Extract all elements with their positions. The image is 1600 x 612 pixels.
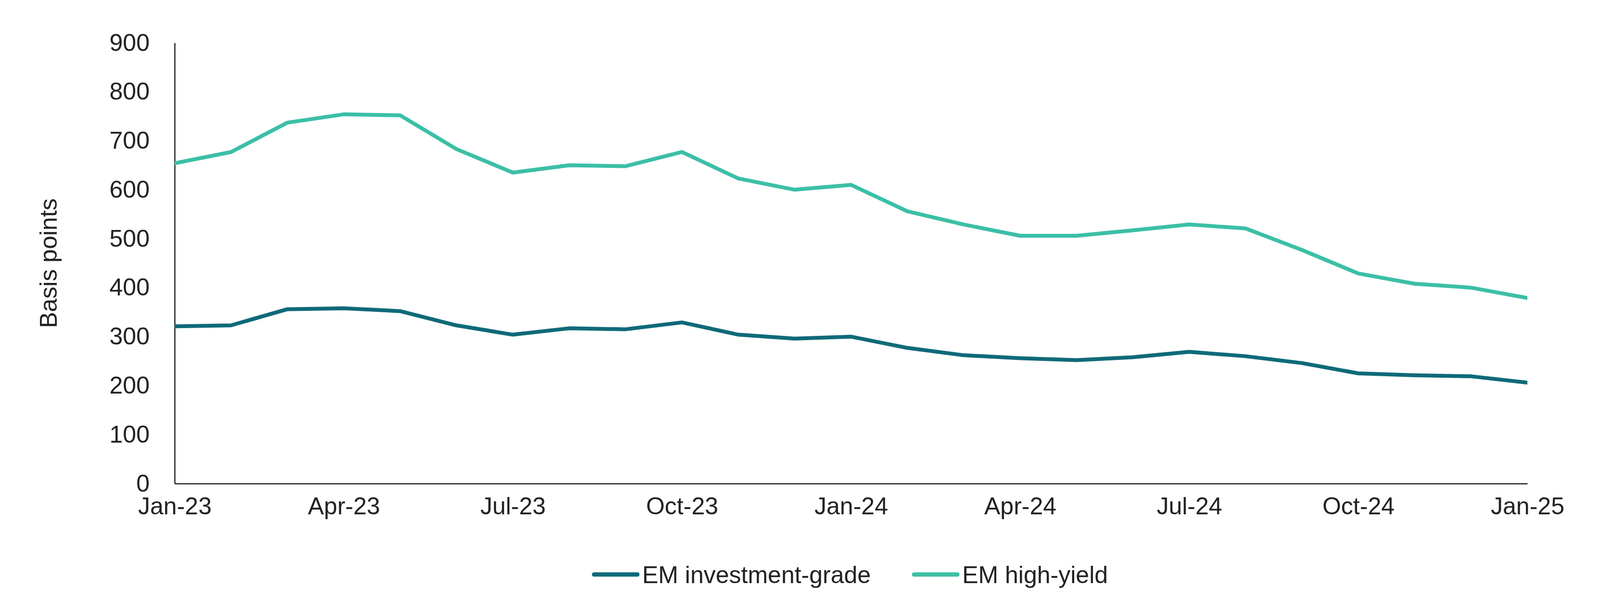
x-tick: Apr-24 <box>984 483 1057 520</box>
y-tick: 500 <box>109 225 175 253</box>
legend-item: EM high-yield <box>914 561 1108 589</box>
series-line <box>174 114 1528 299</box>
x-tick: Jan-24 <box>814 483 889 520</box>
y-tick: 300 <box>109 322 175 350</box>
x-tick-label: Apr-23 <box>307 492 381 520</box>
legend-swatch <box>914 572 958 577</box>
x-tick-label: Jul-23 <box>480 492 546 520</box>
y-axis-line <box>174 43 176 484</box>
x-axis-line <box>175 482 1528 485</box>
legend: EM investment-grade EM high-yield <box>594 561 1108 589</box>
x-tick-label: Jan-25 <box>1490 492 1565 520</box>
y-axis-title: Basis points <box>35 198 63 329</box>
y-axis: 0100200300400500600700800900 <box>109 29 176 497</box>
x-tick: Jul-23 <box>480 483 546 520</box>
y-tick-label: 900 <box>109 29 150 57</box>
y-tick-label: 500 <box>109 225 150 253</box>
x-tick-label: Jan-23 <box>138 492 212 520</box>
x-tick-label: Oct-23 <box>646 492 719 520</box>
legend-label: EM high-yield <box>962 561 1108 589</box>
plot-lines <box>174 114 1528 383</box>
legend-label: EM investment-grade <box>642 561 871 589</box>
chart: 0100200300400500600700800900Jan-23Apr-23… <box>0 0 1600 612</box>
y-tick: 400 <box>109 273 175 301</box>
y-tick-label: 400 <box>109 273 150 301</box>
y-tick: 600 <box>109 176 175 204</box>
y-tick: 100 <box>109 420 175 448</box>
x-tick: Oct-24 <box>1322 483 1395 520</box>
y-tick-label: 200 <box>109 371 150 399</box>
y-tick: 200 <box>109 371 175 399</box>
x-tick-label: Jan-24 <box>814 492 889 520</box>
y-tick-label: 700 <box>109 126 150 154</box>
x-tick: Jul-24 <box>1156 483 1222 520</box>
legend-item: EM investment-grade <box>594 561 871 589</box>
x-tick: Jan-25 <box>1490 483 1565 520</box>
y-tick: 700 <box>109 126 175 154</box>
series-line <box>174 308 1528 383</box>
legend-swatch <box>594 572 638 577</box>
x-axis: Jan-23 Apr-23 Jul-23 Oct-23 Jan-24 Apr-24 Jul-… <box>138 483 1565 520</box>
y-tick: 800 <box>109 77 175 105</box>
x-tick: Apr-23 <box>307 483 381 520</box>
x-tick-label: Apr-24 <box>984 492 1057 520</box>
x-tick: Oct-23 <box>646 483 719 520</box>
x-tick: Jan-23 <box>138 483 212 520</box>
y-tick: 900 <box>109 29 175 57</box>
y-tick-label: 300 <box>109 322 150 350</box>
x-tick-label: Jul-24 <box>1156 492 1222 520</box>
y-tick-label: 100 <box>109 420 150 448</box>
y-tick-label: 600 <box>109 176 150 204</box>
y-tick-label: 800 <box>109 77 150 105</box>
x-tick-label: Oct-24 <box>1322 492 1395 520</box>
